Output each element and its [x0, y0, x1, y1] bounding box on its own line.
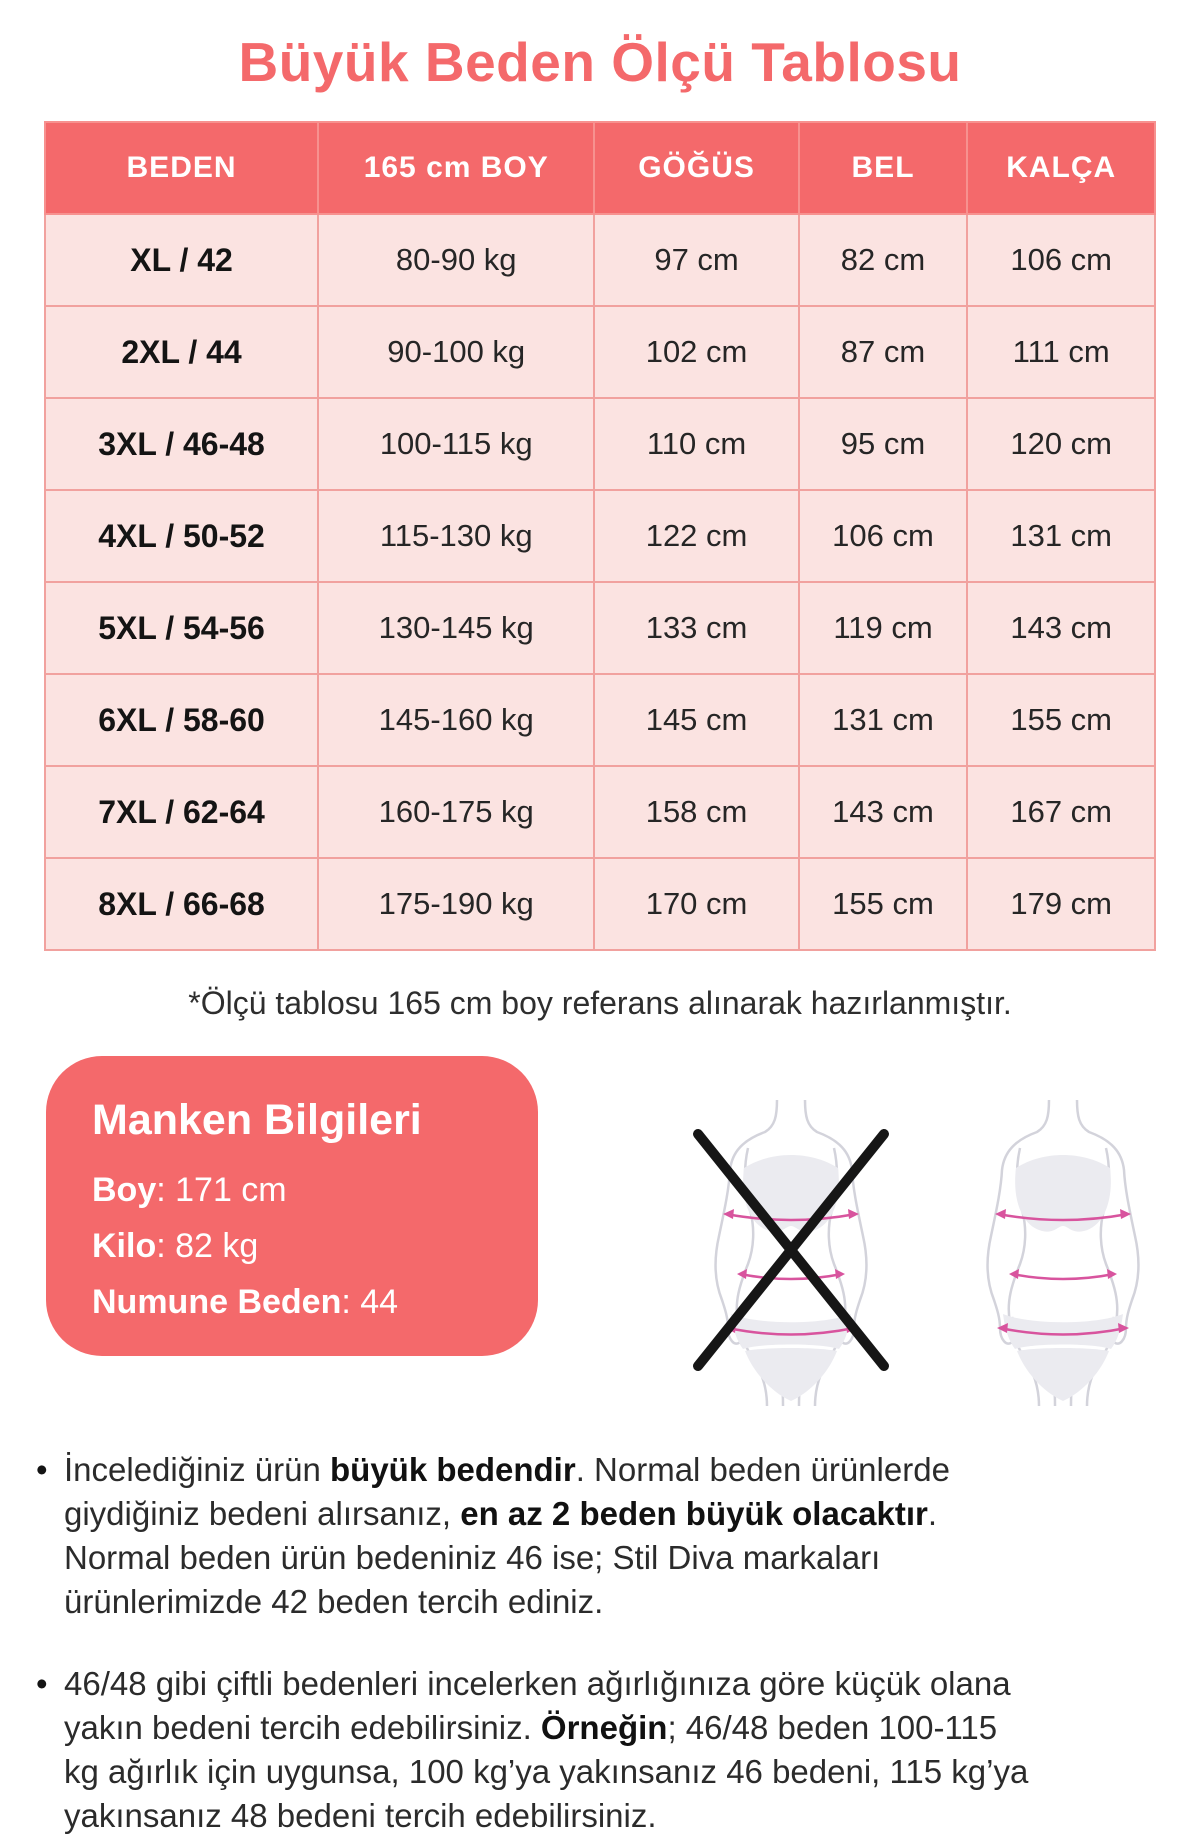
column-header: 165 cm BOY	[317, 121, 596, 215]
measure-cell: 115-130 kg	[317, 489, 596, 583]
measure-cell: 145 cm	[593, 673, 800, 767]
table-row: XL / 42 80-90 kg 97 cm 82 cm 106 cm	[43, 213, 1156, 307]
measure-cell: 119 cm	[797, 581, 969, 675]
column-header: KALÇA	[966, 121, 1156, 215]
measure-cell: 160-175 kg	[317, 765, 596, 859]
measure-cell: 167 cm	[966, 765, 1156, 859]
measure-cell: 143 cm	[966, 581, 1156, 675]
size-cell: 7XL / 62-64	[43, 765, 320, 859]
body-measurement-figure-icon	[986, 1098, 1140, 1408]
model-info-fields: Boy: 171 cm Kilo: 82 kg Numune Beden: 44	[92, 1171, 508, 1322]
table-row: 8XL / 66-68 175-190 kg 170 cm 155 cm 179 cm	[43, 857, 1156, 951]
measure-cell: 97 cm	[593, 213, 800, 307]
column-header: BEL	[797, 121, 969, 215]
model-info-card: Manken Bilgileri Boy: 171 cm Kilo: 82 kg N…	[46, 1056, 538, 1356]
table-row: 2XL / 44 90-100 kg 102 cm 87 cm 111 cm	[43, 305, 1156, 399]
measure-cell: 170 cm	[593, 857, 800, 951]
measure-cell: 131 cm	[797, 673, 969, 767]
column-header: BEDEN	[43, 121, 320, 215]
size-cell: 8XL / 66-68	[43, 857, 320, 951]
page-title: Büyük Beden Ölçü Tablosu	[238, 31, 962, 93]
model-info-field: Boy: 171 cm	[92, 1171, 287, 1209]
crossed-body-measurement-figure-icon	[693, 1099, 889, 1407]
measure-cell: 143 cm	[797, 765, 969, 859]
measure-cell: 110 cm	[593, 397, 800, 491]
size-cell: 6XL / 58-60	[43, 673, 320, 767]
measure-cell: 155 cm	[797, 857, 969, 951]
size-table-body: XL / 42 80-90 kg 97 cm 82 cm 106 cm 2XL / 44 9…	[43, 213, 1156, 951]
measure-cell: 90-100 kg	[317, 305, 596, 399]
measure-cell: 120 cm	[966, 397, 1156, 491]
table-row: 6XL / 58-60 145-160 kg 145 cm 131 cm 155 cm	[43, 673, 1156, 767]
measure-cell: 95 cm	[797, 397, 969, 491]
table-row: 3XL / 46-48 100-115 kg 110 cm 95 cm 120 cm	[43, 397, 1156, 491]
x-cross-icon	[693, 1129, 889, 1371]
measure-cell: 175-190 kg	[317, 857, 596, 951]
size-cell: XL / 42	[43, 213, 320, 307]
measure-cell: 155 cm	[966, 673, 1156, 767]
measure-cell: 102 cm	[593, 305, 800, 399]
measure-cell: 158 cm	[593, 765, 800, 859]
table-row: 4XL / 50-52 115-130 kg 122 cm 106 cm 131 cm	[43, 489, 1156, 583]
measure-cell: 130-145 kg	[317, 581, 596, 675]
model-info-section: Manken Bilgileri Boy: 171 cm Kilo: 82 kg N…	[0, 1056, 1200, 1408]
table-row: 5XL / 54-56 130-145 kg 133 cm 119 cm 143 cm	[43, 581, 1156, 675]
table-row: 7XL / 62-64 160-175 kg 158 cm 143 cm 167 cm	[43, 765, 1156, 859]
size-cell: 2XL / 44	[43, 305, 320, 399]
measure-cell: 106 cm	[797, 489, 969, 583]
table-footnote: *Ölçü tablosu 165 cm boy referans alınar…	[188, 985, 1012, 1021]
note-item: 46/48 gibi çiftli bedenleri incelerken a…	[36, 1662, 1041, 1838]
measure-cell: 80-90 kg	[317, 213, 596, 307]
measure-cell: 122 cm	[593, 489, 800, 583]
measure-cell: 82 cm	[797, 213, 969, 307]
notes-list: İncelediğiniz ürün büyük bedendir. Norma…	[36, 1448, 1160, 1838]
measure-cell: 145-160 kg	[317, 673, 596, 767]
size-cell: 3XL / 46-48	[43, 397, 320, 491]
model-info-field: Kilo: 82 kg	[92, 1227, 259, 1265]
model-info-field: Numune Beden: 44	[92, 1283, 399, 1321]
measure-cell: 111 cm	[966, 305, 1156, 399]
measure-cell: 106 cm	[966, 213, 1156, 307]
model-info-title: Manken Bilgileri	[92, 1096, 422, 1144]
measure-cell: 100-115 kg	[317, 397, 596, 491]
measure-cell: 179 cm	[966, 857, 1156, 951]
size-table-head-row: BEDEN 165 cm BOY GÖĞÜS BEL KALÇA	[43, 121, 1156, 215]
measure-cell: 131 cm	[966, 489, 1156, 583]
size-cell: 5XL / 54-56	[43, 581, 320, 675]
note-item: İncelediğiniz ürün büyük bedendir. Norma…	[36, 1448, 1041, 1624]
measure-cell: 87 cm	[797, 305, 969, 399]
size-table: BEDEN 165 cm BOY GÖĞÜS BEL KALÇA XL / 42 80-9…	[43, 121, 1156, 951]
column-header: GÖĞÜS	[593, 121, 800, 215]
size-cell: 4XL / 50-52	[43, 489, 320, 583]
measure-cell: 133 cm	[593, 581, 800, 675]
